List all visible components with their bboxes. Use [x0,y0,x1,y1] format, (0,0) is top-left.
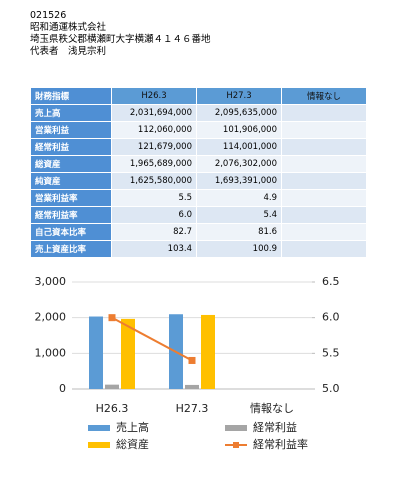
table-cell: 売上資産比率 [31,241,111,257]
bar [89,316,103,389]
table-cell [282,224,366,240]
legend-label: 売上高 [116,420,149,434]
legend-label: 総資産 [116,437,149,451]
table-cell: 1,965,689,000 [112,156,196,172]
x-tick-label: H27.3 [176,402,209,415]
legend-swatch [233,442,239,448]
legend-label: 経常利益 [253,420,297,434]
table-cell [282,190,366,206]
table-row: 経常利益 121,679,000 114,001,000 [31,139,366,155]
table-cell: 総資産 [31,156,111,172]
representative: 代表者 浅見宗利 [30,46,107,57]
bar [185,384,199,389]
header-row: 財務指標 H26.3 H27.3 情報なし [31,88,366,104]
table-cell: 1,693,391,000 [197,173,281,189]
table-cell: 自己資本比率 [31,224,111,240]
table-cell: 112,060,000 [112,122,196,138]
y2-tick-label: 6.0 [322,311,340,324]
table-row: 営業利益 112,060,000 101,906,000 [31,122,366,138]
chart: 0 1,000 2,000 3,000 5.0 5.5 6.0 6.5 H26.3 H27.3 情報… [35,275,340,451]
table-cell [282,173,366,189]
table-cell: 101,906,000 [197,122,281,138]
company-name: 昭和通運株式会社 [30,22,107,33]
table-cell: 営業利益 [31,122,111,138]
table-cell: 6.0 [112,207,196,223]
table-cell: 2,095,635,000 [197,105,281,121]
bar [201,314,215,389]
table-row: 総資産 1,965,689,000 2,076,302,000 [31,156,366,172]
y-tick-label: 0 [59,382,66,395]
table-cell: 2,076,302,000 [197,156,281,172]
table-cell: H27.3 [197,88,281,104]
table-cell: 経常利益率 [31,207,111,223]
line-marker [108,314,116,322]
y2-tick-label: 6.5 [322,275,340,288]
table-cell: 2,031,694,000 [112,105,196,121]
table-cell: 1,625,580,000 [112,173,196,189]
table-cell [282,122,366,138]
legend-label: 経常利益率 [253,437,308,451]
bar [105,384,119,389]
table-cell: 121,679,000 [112,139,196,155]
table-cell: 売上高 [31,105,111,121]
financial-table: 財務指標 H26.3 H27.3 情報なし 売上高 2,031,694,000 2,095,… [30,87,367,258]
table-row: 経常利益率 6.0 5.4 [31,207,366,223]
code: 021526 [30,10,67,21]
y-tick-label: 3,000 [35,275,67,288]
table-cell: 81.6 [197,224,281,240]
table-cell: 営業利益率 [31,190,111,206]
legend-swatch [88,442,110,448]
table-cell: 82.7 [112,224,196,240]
line [111,316,193,362]
x-tick-label: H26.3 [96,402,129,415]
table-row: 自己資本比率 82.7 81.6 [31,224,366,240]
table-cell: 114,001,000 [197,139,281,155]
bar [121,318,135,389]
table-cell [282,105,366,121]
table-cell [282,156,366,172]
table-cell: 財務指標 [31,88,111,104]
table-cell: 経常利益 [31,139,111,155]
x-tick-label: 情報なし [250,402,294,415]
table-cell: 103.4 [112,241,196,257]
y-tick-label: 2,000 [35,311,67,324]
table-cell [282,241,366,257]
legend-swatch [225,425,247,431]
table-cell [282,139,366,155]
table-cell: 100.9 [197,241,281,257]
table-row: 営業利益率 5.5 4.9 [31,190,366,206]
table-cell: 4.9 [197,190,281,206]
address: 埼玉県秩父郡横瀬町大字横瀬４１４６番地 [30,34,211,45]
line-marker [188,356,196,364]
y-tick-label: 1,000 [35,346,67,359]
y2-tick-label: 5.5 [322,346,340,359]
table-cell: 5.4 [197,207,281,223]
company-header: 021526 昭和通運株式会社 埼玉県秩父郡横瀬町大字横瀬４１４６番地 代表者 … [30,10,211,58]
table-row: 売上資産比率 103.4 100.9 [31,241,366,257]
y2-tick-label: 5.0 [322,382,340,395]
table-cell: 5.5 [112,190,196,206]
table-cell: 情報なし [282,88,366,104]
table-row: 売上高 2,031,694,000 2,095,635,000 [31,105,366,121]
table-cell [282,207,366,223]
table-cell: H26.3 [112,88,196,104]
table-row: 純資産 1,625,580,000 1,693,391,000 [31,173,366,189]
legend-swatch [88,425,110,431]
table-cell: 純資産 [31,173,111,189]
